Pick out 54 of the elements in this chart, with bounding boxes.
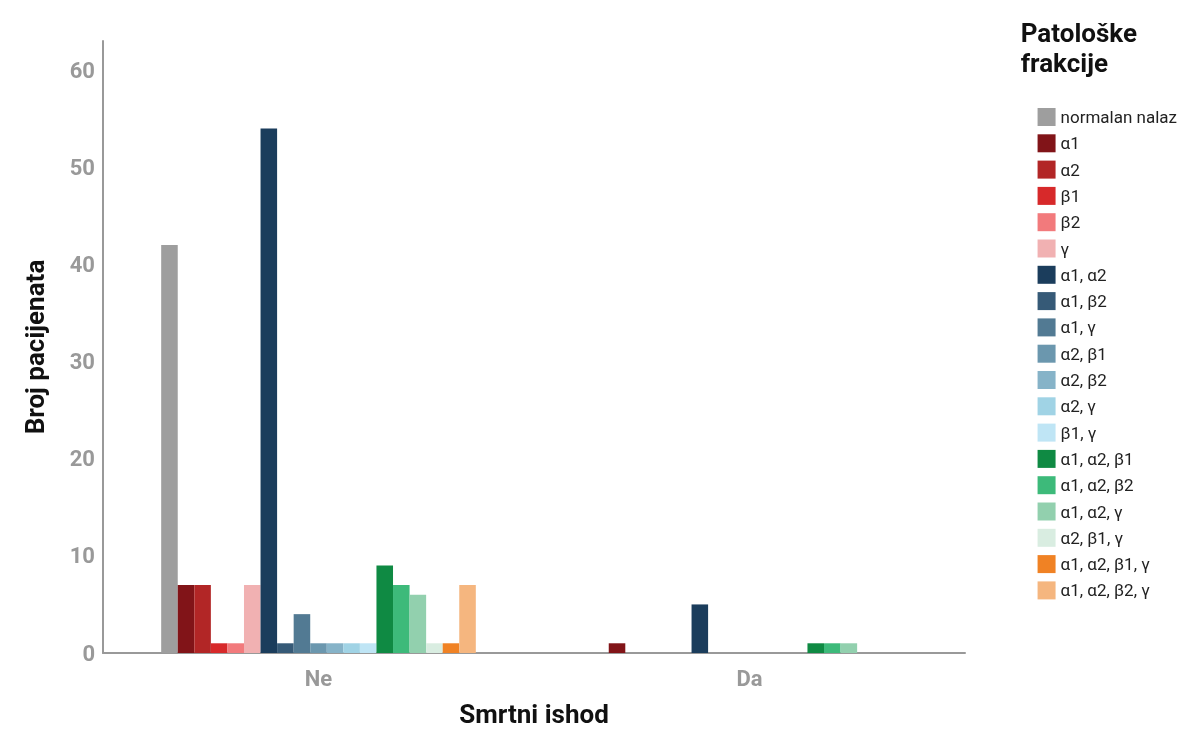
y-tick-label: 40 [69, 251, 95, 277]
legend-label: α2 [1060, 159, 1080, 180]
y-tick-label: 60 [69, 57, 95, 83]
bar [210, 643, 228, 653]
y-axis-title: Broj pacijenata [20, 259, 50, 435]
bar [459, 585, 476, 653]
x-axis-title: Smrtni ishod [459, 699, 609, 729]
bar [277, 643, 294, 653]
legend-label: β1 [1060, 185, 1081, 206]
y-tick-label: 50 [69, 154, 95, 180]
legend-label: α2, β1, γ [1060, 527, 1124, 548]
bar [227, 643, 244, 653]
legend-label: α1, α2, β1 [1060, 448, 1134, 469]
bar [177, 585, 195, 653]
bar [310, 643, 327, 653]
bar [409, 594, 427, 653]
bar [359, 643, 377, 653]
legend-label: α1, γ [1060, 317, 1097, 338]
bar [194, 585, 211, 653]
bar [376, 565, 394, 653]
legend-label: α2, β1 [1060, 343, 1107, 364]
y-tick-label: 10 [69, 543, 95, 569]
y-tick-label: 0 [82, 640, 95, 666]
y-tick-label: 30 [69, 349, 95, 375]
legend-label: normalan nalaz [1060, 107, 1177, 127]
legend-label: α1 [1060, 133, 1080, 154]
legend-title: Patološke frakcije [1020, 18, 1138, 78]
bar [807, 643, 825, 653]
bar [326, 643, 344, 653]
bar [293, 614, 311, 653]
y-tick-label: 20 [69, 446, 95, 472]
x-tick-label: Ne [304, 665, 333, 691]
bar [393, 585, 410, 653]
bar [243, 585, 261, 653]
bar [824, 643, 841, 653]
legend-label: α2, γ [1060, 396, 1097, 417]
bar [343, 643, 360, 653]
bar [608, 643, 626, 653]
legend-label: α1, α2, β2, γ [1060, 580, 1151, 601]
legend-label: α1, α2 [1060, 264, 1107, 285]
bar [442, 643, 460, 653]
legend-label: α1, β2 [1060, 291, 1107, 312]
bar [840, 643, 858, 653]
legend-label: α1, α2, β1, γ [1060, 554, 1151, 575]
legend-label: α2, β2 [1060, 370, 1107, 390]
legend-label: β1, γ [1060, 422, 1097, 443]
legend-label: β2 [1060, 212, 1081, 233]
legend-label: α1, α2, γ [1060, 501, 1124, 522]
bar [260, 128, 278, 653]
legend-label: α1, α2, β2 [1060, 475, 1134, 496]
bar [691, 604, 709, 653]
legend-label: γ [1060, 238, 1070, 259]
bar [426, 643, 443, 653]
x-tick-label: Da [736, 665, 763, 691]
